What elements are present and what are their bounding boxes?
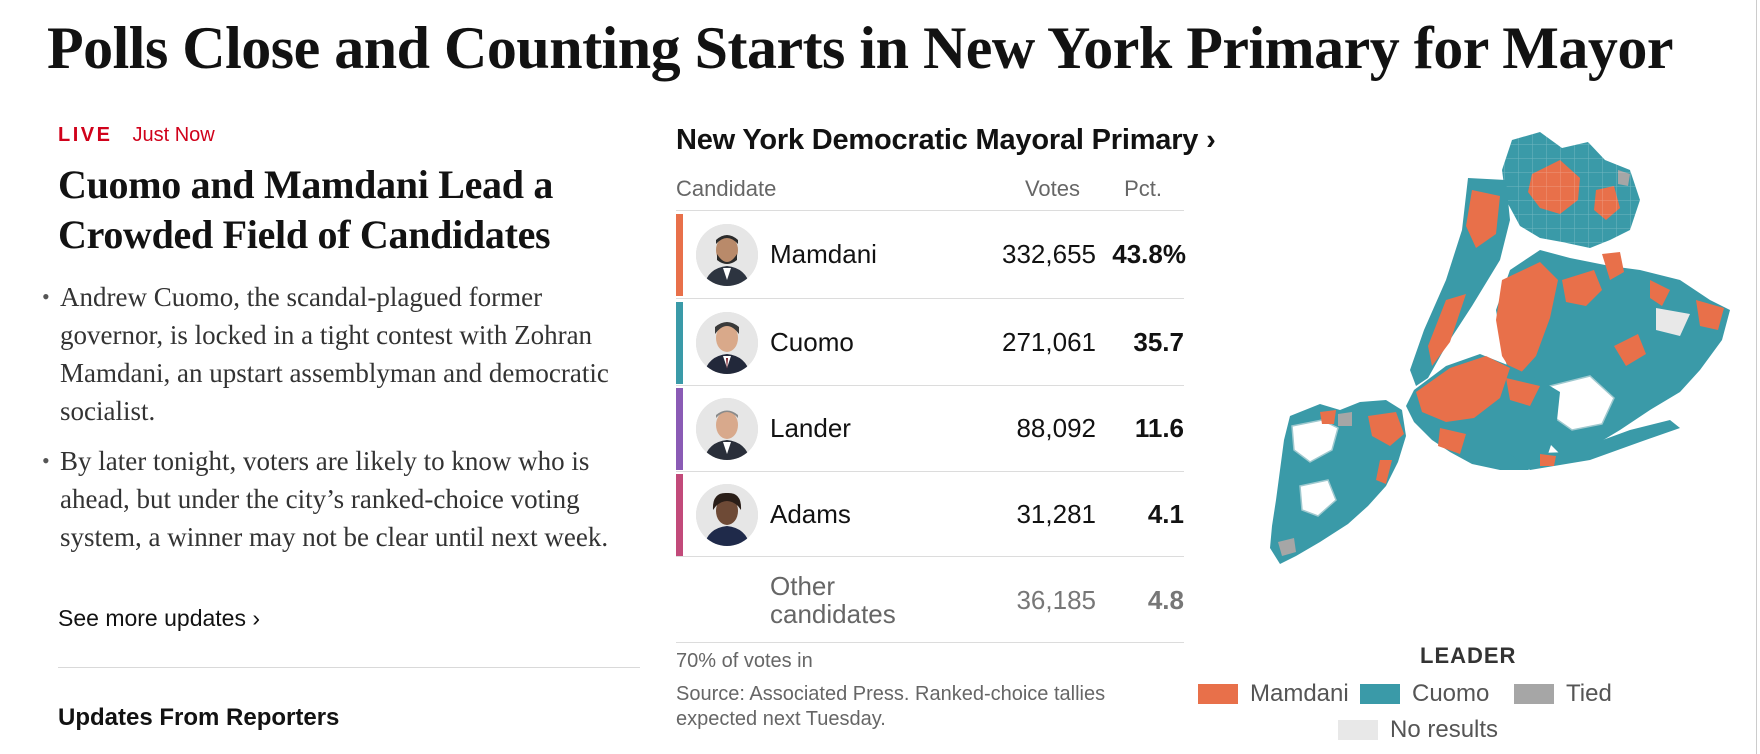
candidate-votes: 31,281: [1016, 499, 1096, 529]
map-area-tied: [1338, 412, 1352, 426]
candidate-photo-avatar: [696, 312, 758, 374]
table-divider: [676, 385, 1184, 386]
candidate-votes: 88,092: [1016, 413, 1096, 443]
map-area-mamdani: [1496, 262, 1558, 378]
map-area-mamdani: [1428, 294, 1466, 366]
map-area-mamdani: [1506, 378, 1540, 406]
map-area-mamdani: [1368, 412, 1404, 446]
legend-item-cuomo: Cuomo: [1360, 680, 1489, 708]
map-area-mamdani: [1696, 300, 1724, 330]
candidate-votes: 36,185: [1016, 585, 1096, 615]
candidate-row-other: Other candidates 36,185 4.8: [676, 558, 1184, 644]
live-label: LIVE: [58, 124, 113, 146]
candidate-votes: 332,655: [1002, 239, 1096, 269]
candidate-pct: 4.8: [1147, 585, 1184, 615]
column-header-pct: Pct.: [1124, 176, 1162, 201]
candidate-name: Adams: [770, 499, 851, 529]
summary-bullet-text: By later tonight, voters are likely to k…: [60, 446, 609, 552]
candidate-row-cuomo: Cuomo 271,061 35.7: [676, 300, 1184, 386]
legend-swatch: [1514, 684, 1554, 704]
map-area-mamdani: [1602, 252, 1624, 280]
live-indicator: LIVE Just Now: [58, 124, 215, 147]
candidate-row-lander: Lander 88,092 11.6: [676, 386, 1184, 472]
bullet-icon: •: [42, 448, 50, 473]
summary-bullet: • By later tonight, voters are likely to …: [40, 442, 640, 556]
legend-label: No results: [1390, 716, 1499, 743]
section-divider: [58, 667, 640, 668]
map-area-tied: [1278, 538, 1296, 556]
map-area-mamdani: [1438, 428, 1466, 454]
map-area-mamdani: [1320, 410, 1336, 424]
table-divider: [676, 642, 1184, 643]
candidate-row-mamdani: Mamdani 332,655 43.8%: [676, 212, 1186, 298]
candidate-color-bar: [676, 388, 683, 470]
column-header-votes: Votes: [1024, 176, 1080, 201]
candidate-photo-avatar: [696, 484, 758, 546]
legend-swatch: [1338, 720, 1378, 740]
map-area-mamdani: [1466, 190, 1500, 248]
nyc-results-map[interactable]: [1210, 130, 1730, 650]
see-more-updates-link[interactable]: See more updates ›: [58, 605, 261, 631]
candidate-pct: 4.1: [1147, 499, 1184, 529]
candidate-photo-avatar: [696, 224, 758, 286]
summary-bullet: • Andrew Cuomo, the scandal-plagued forme…: [40, 278, 640, 430]
table-divider: [676, 556, 1184, 557]
candidate-color-bar: [676, 302, 683, 384]
bullet-icon: •: [42, 284, 50, 309]
candidate-pct: 43.8%: [1112, 239, 1186, 269]
page-edge-divider: [1756, 0, 1757, 754]
legend-title: LEADER: [1420, 643, 1517, 668]
map-area-mamdani: [1614, 334, 1646, 366]
legend-swatch: [1360, 684, 1400, 704]
candidate-row-adams: Adams 31,281 4.1: [676, 472, 1184, 558]
candidate-name: Lander: [770, 413, 851, 443]
map-area-mamdani: [1376, 460, 1392, 484]
live-timestamp: Just Now: [132, 124, 215, 146]
map-area-mamdani: [1650, 280, 1670, 306]
legend-swatch: [1198, 684, 1238, 704]
map-area-no-results: [1299, 479, 1337, 517]
map-area-mamdani: [1562, 270, 1602, 306]
legend-label: Mamdani: [1250, 680, 1349, 707]
candidate-name: Other candidates: [770, 571, 896, 629]
legend-label: Cuomo: [1412, 680, 1490, 707]
legend-item-no-results: No results: [1338, 716, 1498, 744]
legend-item-mamdani: Mamdani: [1198, 680, 1349, 708]
results-table-title-link[interactable]: New York Democratic Mayoral Primary ›: [676, 124, 1216, 156]
candidate-pct: 35.7: [1133, 327, 1184, 357]
legend-label: Tied: [1566, 680, 1612, 707]
candidate-color-bar: [676, 474, 683, 556]
summary-bullet-text: Andrew Cuomo, the scandal-plagued former…: [60, 282, 609, 426]
updates-from-reporters-heading: Updates From Reporters: [58, 704, 340, 731]
map-area-mamdani: [1540, 454, 1556, 466]
story-headline[interactable]: Cuomo and Mamdani Lead a Crowded Field o…: [58, 162, 554, 257]
table-divider: [676, 298, 1184, 299]
legend-item-tied: Tied: [1514, 680, 1612, 708]
column-header-candidate: Candidate: [676, 176, 777, 201]
page-headline: Polls Close and Counting Starts in New Y…: [46, 15, 1674, 81]
candidate-photo-avatar: [696, 398, 758, 460]
map-area-mamdani: [1416, 356, 1510, 422]
candidate-pct: 11.6: [1134, 413, 1184, 443]
votes-reported-note: 70% of votes in: [676, 650, 813, 672]
map-district-grid: [1502, 132, 1640, 250]
candidate-name: Cuomo: [770, 327, 854, 357]
candidate-votes: 271,061: [1002, 327, 1096, 357]
table-divider: [676, 471, 1184, 472]
candidate-color-bar: [676, 214, 683, 296]
candidate-name: Mamdani: [770, 239, 877, 269]
story-summary-list: • Andrew Cuomo, the scandal-plagued forme…: [40, 278, 640, 568]
table-divider: [676, 210, 1184, 211]
source-note: Source: Associated Press. Ranked-choice …: [676, 683, 1106, 730]
map-area-no-results: [1656, 308, 1690, 336]
